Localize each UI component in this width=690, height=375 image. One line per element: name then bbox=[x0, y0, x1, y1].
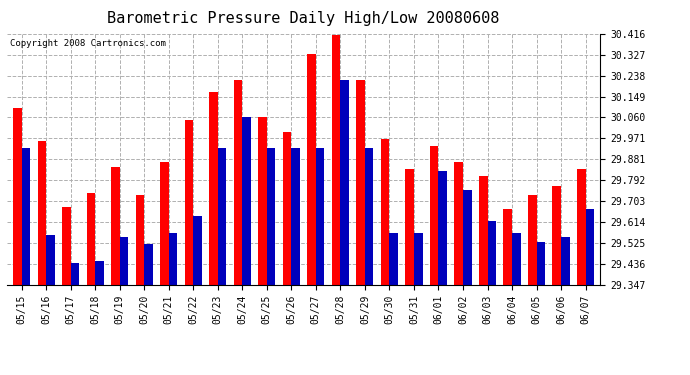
Bar bbox=[46, 235, 55, 285]
Bar bbox=[119, 237, 128, 285]
Text: Copyright 2008 Cartronics.com: Copyright 2008 Cartronics.com bbox=[10, 39, 166, 48]
Bar bbox=[316, 148, 324, 285]
Bar bbox=[242, 117, 251, 285]
Bar bbox=[405, 169, 414, 285]
Bar bbox=[561, 237, 570, 285]
Bar bbox=[111, 167, 119, 285]
Bar bbox=[62, 207, 70, 285]
Bar bbox=[528, 195, 537, 285]
Bar bbox=[356, 80, 365, 285]
Bar bbox=[553, 186, 561, 285]
Bar bbox=[512, 232, 521, 285]
Bar bbox=[504, 209, 512, 285]
Bar bbox=[234, 80, 242, 285]
Bar bbox=[13, 108, 21, 285]
Bar bbox=[86, 193, 95, 285]
Bar bbox=[577, 169, 586, 285]
Bar bbox=[291, 148, 300, 285]
Bar bbox=[340, 80, 349, 285]
Bar bbox=[136, 195, 144, 285]
Bar bbox=[144, 244, 152, 285]
Bar bbox=[258, 117, 267, 285]
Bar bbox=[160, 162, 169, 285]
Bar bbox=[455, 162, 463, 285]
Bar bbox=[389, 232, 398, 285]
Bar bbox=[307, 54, 316, 285]
Bar bbox=[21, 148, 30, 285]
Bar bbox=[193, 216, 202, 285]
Bar bbox=[37, 141, 46, 285]
Text: Barometric Pressure Daily High/Low 20080608: Barometric Pressure Daily High/Low 20080… bbox=[108, 11, 500, 26]
Bar bbox=[586, 209, 594, 285]
Bar bbox=[95, 261, 104, 285]
Bar bbox=[414, 232, 422, 285]
Bar bbox=[430, 146, 438, 285]
Bar bbox=[479, 176, 488, 285]
Bar bbox=[209, 92, 218, 285]
Bar bbox=[537, 242, 545, 285]
Bar bbox=[70, 263, 79, 285]
Bar bbox=[438, 171, 447, 285]
Bar bbox=[365, 148, 373, 285]
Bar bbox=[185, 120, 193, 285]
Bar bbox=[169, 232, 177, 285]
Bar bbox=[332, 35, 340, 285]
Bar bbox=[463, 190, 471, 285]
Bar bbox=[267, 148, 275, 285]
Bar bbox=[381, 139, 389, 285]
Bar bbox=[488, 221, 496, 285]
Bar bbox=[283, 132, 291, 285]
Bar bbox=[218, 148, 226, 285]
